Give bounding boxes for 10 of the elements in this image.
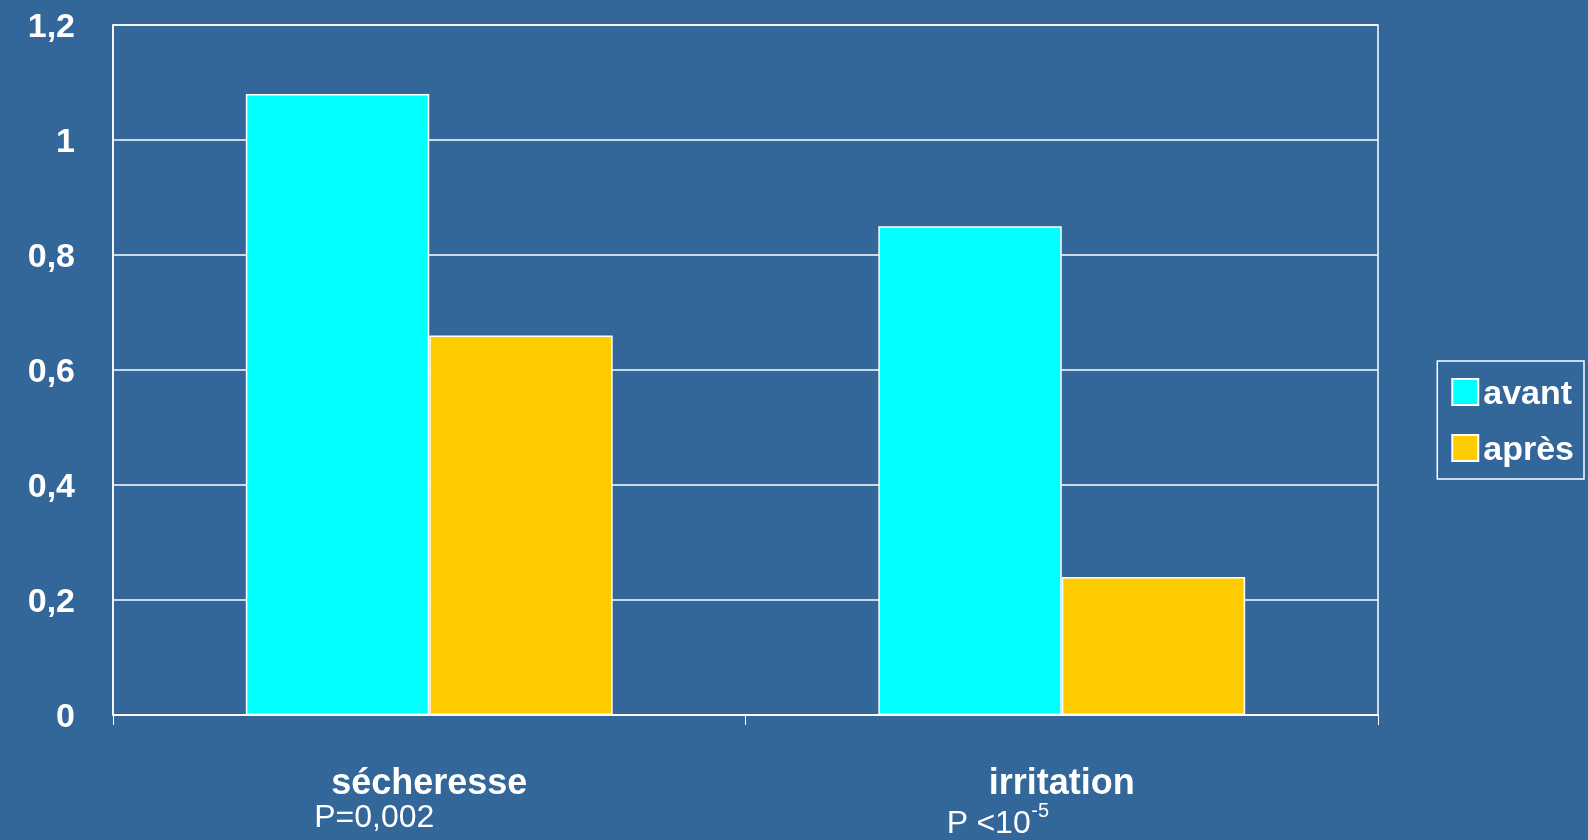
y-tick-label: 0,8 xyxy=(27,236,75,274)
y-tick-label: 1,2 xyxy=(27,6,75,44)
y-tick-label: 1 xyxy=(56,121,75,159)
legend-label: avant xyxy=(1483,373,1573,411)
y-tick-label: 0,2 xyxy=(27,581,75,619)
x-tick-label: irritation xyxy=(988,760,1135,802)
y-tick-label: 0,6 xyxy=(27,351,75,389)
y-tick-label: 0 xyxy=(56,696,75,734)
legend-label: après xyxy=(1483,429,1575,467)
y-tick-label: 0,4 xyxy=(27,466,76,504)
